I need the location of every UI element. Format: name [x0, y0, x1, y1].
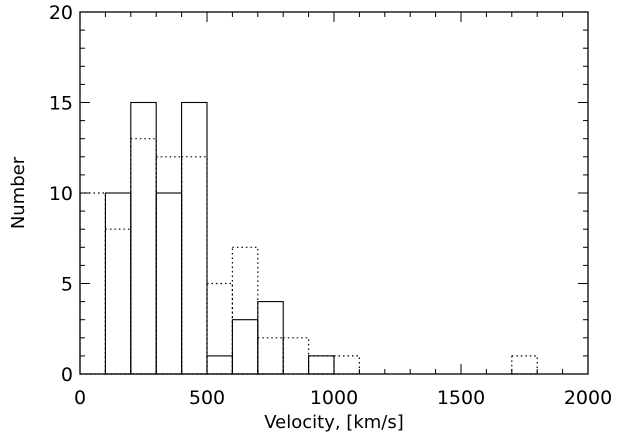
solid-bin-700-800: [257, 301, 284, 375]
y-tick-label-15: 15: [49, 93, 73, 115]
plot-frame: [79, 11, 589, 375]
y-tick-label-20: 20: [49, 2, 73, 24]
dotted-bin-900-1000: [308, 355, 335, 375]
dotted-bin-800-900: [282, 337, 310, 375]
y-tick-label-0: 0: [61, 364, 73, 386]
solid-bin-400-500: [181, 101, 208, 375]
solid-bin-600-700: [231, 319, 259, 375]
y-tick-label-5: 5: [61, 274, 73, 296]
x-tick-label-2000: 2000: [564, 387, 612, 409]
dotted-bin-500-600: [206, 282, 233, 375]
dotted-histogram-series: [79, 138, 538, 375]
dotted-bin-200-300: [130, 138, 157, 375]
dotted-bin-700-800: [257, 337, 284, 375]
solid-bin-500-600: [206, 355, 233, 375]
solid-histogram-series: [104, 101, 335, 375]
x-tick-labels: 0 500 1000 1500 2000: [74, 387, 612, 409]
solid-bin-100-200: [104, 192, 132, 375]
x-tick-label-1000: 1000: [310, 387, 358, 409]
dotted-bin-400-500: [181, 156, 208, 375]
solid-bin-300-400: [155, 192, 183, 375]
y-tick-label-10: 10: [49, 183, 73, 205]
x-tick-label-500: 500: [189, 387, 225, 409]
dotted-bin-100-200: [104, 228, 132, 375]
solid-bin-200-300: [130, 101, 157, 375]
y-axis-label: Number: [8, 156, 29, 229]
solid-bin-900-1000: [308, 355, 335, 375]
y-tick-labels: 0 5 10 15 20: [49, 2, 73, 386]
dotted-bin-600-700: [231, 246, 259, 375]
x-tick-label-0: 0: [74, 387, 86, 409]
dotted-bin-1000-1100: [333, 355, 360, 375]
x-axis-label: Velocity, [km/s]: [264, 412, 404, 433]
dotted-bin-1700-1800: [511, 355, 538, 375]
x-tick-label-1500: 1500: [437, 387, 485, 409]
dotted-bin-300-400: [155, 156, 183, 375]
